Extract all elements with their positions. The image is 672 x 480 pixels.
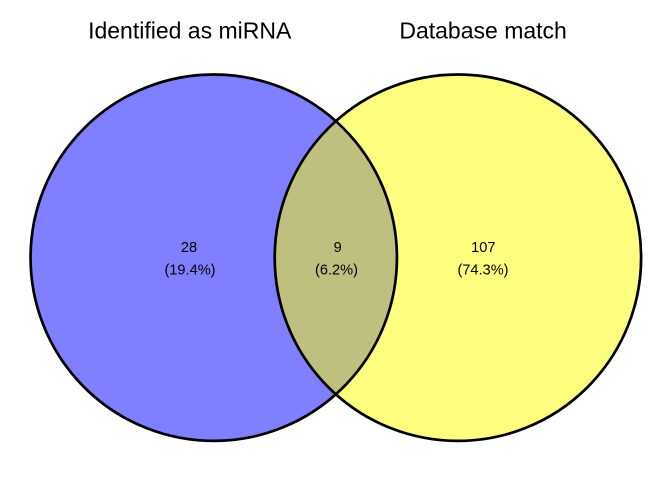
- svg-text:9: 9: [334, 240, 342, 256]
- svg-text:28: 28: [181, 240, 197, 256]
- svg-text:Database match: Database match: [399, 17, 566, 43]
- svg-text:(74.3%): (74.3%): [457, 263, 508, 279]
- svg-text:Identified as miRNA: Identified as miRNA: [88, 17, 292, 43]
- svg-text:(19.4%): (19.4%): [164, 263, 215, 279]
- svg-text:(6.2%): (6.2%): [315, 263, 358, 279]
- svg-text:107: 107: [471, 240, 495, 256]
